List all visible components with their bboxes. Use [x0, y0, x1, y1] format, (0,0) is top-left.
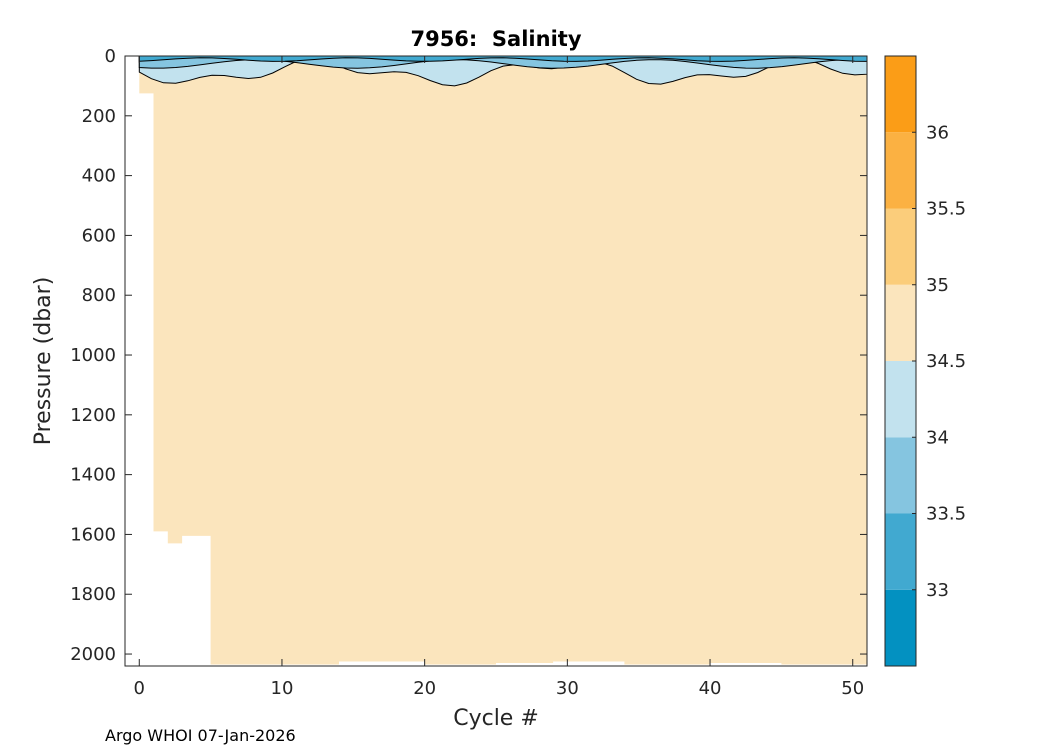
x-axis-label: Cycle # — [453, 706, 539, 731]
footer-credit: Argo WHOI 07-Jan-2026 — [105, 726, 296, 745]
y-tick-label: 0 — [105, 46, 116, 67]
y-tick-label: 600 — [82, 225, 116, 246]
colorbar-segment — [885, 132, 916, 209]
y-tick-label: 200 — [82, 106, 116, 127]
colorbar-tick-label: 33.5 — [926, 504, 966, 525]
x-tick-label: 30 — [556, 678, 579, 699]
surface-band-upper — [138, 55, 868, 87]
x-tick-label: 0 — [134, 678, 145, 699]
colorbar-segment — [885, 437, 916, 514]
colorbar-segment — [885, 513, 916, 590]
plot-area — [124, 55, 868, 667]
colorbar-tick-label: 36 — [926, 122, 949, 143]
y-tick-label: 1800 — [70, 584, 116, 605]
colorbar-tick-label: 34 — [926, 427, 949, 448]
y-tick-label: 2000 — [70, 644, 116, 665]
y-tick-label: 800 — [82, 285, 116, 306]
colorbar-segment — [885, 589, 916, 666]
y-tick-label: 1200 — [70, 405, 116, 426]
y-tick-label: 1000 — [70, 345, 116, 366]
salinity-field — [139, 56, 868, 665]
y-tick-label: 1600 — [70, 524, 116, 545]
colorbar-segment — [885, 56, 916, 133]
x-tick-label: 50 — [841, 678, 864, 699]
colorbar: 33 33.5 34 34.5 35 35.5 36 — [884, 55, 966, 667]
chart-title: 7956: Salinity — [410, 27, 581, 51]
colorbar-segment — [885, 208, 916, 285]
colorbar-tick-label: 33 — [926, 580, 949, 601]
surface-band-lower — [138, 55, 868, 62]
y-tick-label: 400 — [82, 166, 116, 187]
colorbar-tick-label: 35 — [926, 275, 949, 296]
colorbar-segment — [885, 361, 916, 438]
colorbar-tick-label: 34.5 — [926, 351, 966, 372]
plot-frame — [124, 55, 868, 667]
colorbar-segment — [885, 284, 916, 361]
y-axis: 0 200 400 600 800 1000 1200 1400 1600 1800 2000 — [70, 46, 867, 665]
colorbar-tick-label: 35.5 — [926, 199, 966, 220]
x-tick-label: 40 — [699, 678, 722, 699]
x-tick-label: 10 — [271, 678, 294, 699]
x-axis: 0 10 20 30 40 50 — [134, 56, 864, 699]
contour-fill-layer — [138, 55, 868, 665]
x-tick-label: 20 — [413, 678, 436, 699]
y-tick-label: 1400 — [70, 465, 116, 486]
y-axis-label: Pressure (dbar) — [31, 277, 56, 446]
